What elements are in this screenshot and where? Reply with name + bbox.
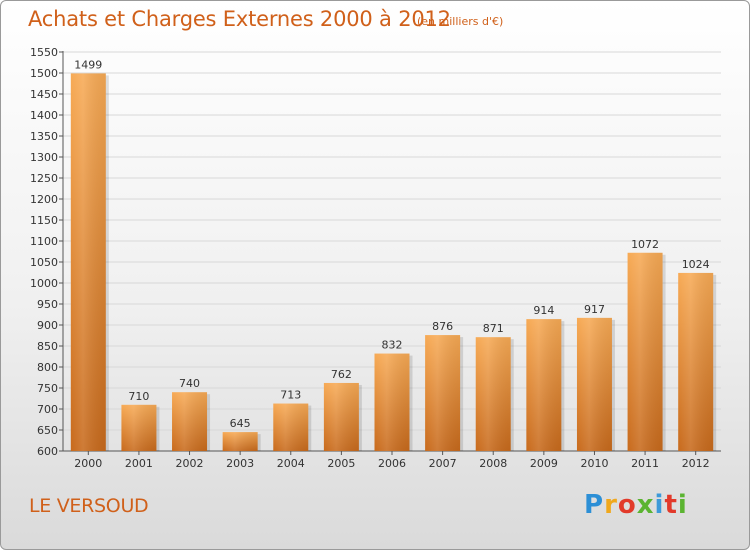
- x-tick-label: 2005: [327, 457, 355, 470]
- bar-shine: [627, 252, 663, 451]
- y-tick-label: 1550: [30, 46, 58, 59]
- bar-shine: [678, 272, 714, 451]
- logo-letter: P: [584, 490, 605, 520]
- y-tick-label: 1150: [30, 214, 58, 227]
- x-tick-label: 2003: [226, 457, 254, 470]
- bar-shine: [475, 337, 511, 451]
- x-tick-label: 2004: [277, 457, 305, 470]
- y-tick-label: 1200: [30, 193, 58, 206]
- data-label: 871: [483, 322, 504, 335]
- x-tick-label: 2012: [682, 457, 710, 470]
- chart-subtitle: (en milliers d'€): [417, 15, 504, 28]
- x-tick-label: 2002: [176, 457, 204, 470]
- y-tick-label: 1250: [30, 172, 58, 185]
- y-tick-label: 900: [37, 319, 58, 332]
- chart-title: Achats et Charges Externes 2000 à 2012: [28, 7, 451, 31]
- bar-shine: [222, 432, 258, 451]
- data-label: 1499: [74, 58, 102, 71]
- y-tick-label: 650: [37, 424, 58, 437]
- x-tick-label: 2009: [530, 457, 558, 470]
- data-label: 914: [533, 304, 554, 317]
- y-tick-label: 750: [37, 382, 58, 395]
- commune-name: LE VERSOUD: [29, 495, 149, 517]
- x-tick-label: 2011: [631, 457, 659, 470]
- y-tick-label: 1050: [30, 256, 58, 269]
- y-tick-label: 1300: [30, 151, 58, 164]
- y-tick-label: 1450: [30, 88, 58, 101]
- bar-shine: [526, 319, 562, 451]
- proxiti-logo[interactable]: Proxiti: [584, 490, 688, 520]
- bar-shine: [273, 403, 309, 451]
- logo-letter: t: [664, 490, 678, 520]
- y-tick-label: 800: [37, 361, 58, 374]
- x-tick-label: 2001: [125, 457, 153, 470]
- x-tick-label: 2008: [479, 457, 507, 470]
- bar-shine: [425, 335, 461, 451]
- y-tick-label: 1400: [30, 109, 58, 122]
- data-label: 1072: [631, 238, 659, 251]
- data-label: 710: [128, 390, 149, 403]
- y-tick-label: 1350: [30, 130, 58, 143]
- data-label: 876: [432, 320, 453, 333]
- data-label: 832: [382, 339, 403, 352]
- logo-letter: r: [604, 490, 618, 520]
- y-tick-label: 1000: [30, 277, 58, 290]
- data-label: 917: [584, 303, 605, 316]
- logo-letter: i: [654, 490, 665, 520]
- y-tick-label: 700: [37, 403, 58, 416]
- bars: [70, 73, 717, 452]
- x-tick-label: 2007: [429, 457, 457, 470]
- y-tick-label: 1500: [30, 67, 58, 80]
- data-label: 740: [179, 377, 200, 390]
- data-label: 762: [331, 368, 352, 381]
- bar-shine: [323, 382, 359, 451]
- axes: 600 650 700 750 800 850 900 950 1000 1050 1100 1150…: [30, 46, 721, 470]
- bar-shine: [70, 73, 106, 452]
- x-tick-label: 2006: [378, 457, 406, 470]
- bar-shine: [172, 392, 208, 451]
- x-tick-label: 2000: [74, 457, 102, 470]
- data-label: 713: [280, 389, 301, 402]
- logo-letter: o: [617, 490, 637, 520]
- x-tick-label: 2010: [580, 457, 608, 470]
- y-tick-label: 850: [37, 340, 58, 353]
- logo-letter: x: [636, 490, 655, 520]
- logo-letter: i: [677, 490, 688, 520]
- bar-shine: [576, 317, 612, 451]
- data-label: 645: [230, 417, 251, 430]
- bar-shine: [121, 404, 157, 451]
- bar-shine: [374, 353, 410, 451]
- data-labels: 1499 710 740 645 713 762 832 876 871 914 917 1072 10…: [74, 58, 709, 430]
- y-tick-label: 600: [37, 445, 58, 458]
- data-label: 1024: [682, 258, 710, 271]
- y-tick-label: 950: [37, 298, 58, 311]
- y-tick-label: 1100: [30, 235, 58, 248]
